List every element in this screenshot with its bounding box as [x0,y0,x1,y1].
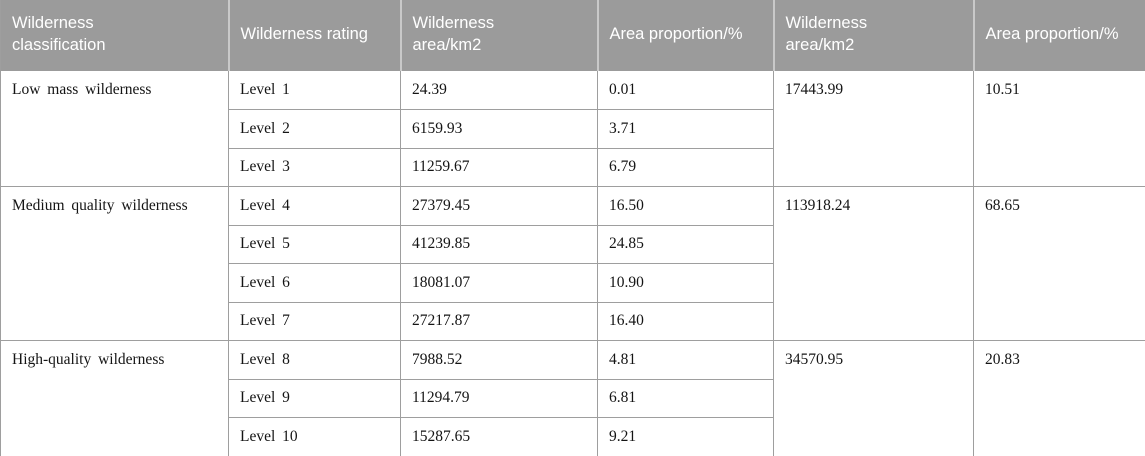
cell-proportion: 0.01 [597,71,774,110]
cell-proportion: 6.81 [597,378,774,418]
header-label: Wilderness classification [12,14,106,54]
table-row: Level 2 6159.93 3.71 [1,109,1145,149]
cell-area: 7988.52 [400,340,598,380]
cell-area: 27379.45 [400,186,598,226]
cell-proportion: 6.79 [597,147,774,187]
cell-area: 41239.85 [400,224,598,264]
column-header-total-area-proportion: Area proportion/% [972,0,1145,71]
cell-rating: Level 3 [228,147,401,187]
table-row: Low mass wilderness Level 1 24.39 0.01 1… [0,71,1145,187]
table-row: Level 5 41239.85 24.85 [1,224,1145,264]
cell-proportion: 10.90 [597,263,774,303]
header-label: Wilderness area/km2 [785,14,868,54]
column-header-wilderness-rating: Wilderness rating [227,0,401,71]
table-body: Low mass wilderness Level 1 24.39 0.01 1… [0,71,1145,456]
column-header-area-proportion: Area proportion/% [596,0,774,71]
cell-proportion: 4.81 [597,340,774,380]
cell-total-area: 113918.24 [773,186,974,341]
column-header-wilderness-classification: Wilderness classification [0,0,229,71]
table-row: Level 10 15287.65 9.21 [1,417,1145,456]
header-label: Wilderness area/km2 [412,14,495,54]
cell-area: 15287.65 [400,417,598,456]
cell-proportion: 3.71 [597,109,774,149]
column-header-wilderness-area: Wilderness area/km2 [399,0,598,71]
cell-classification: Low mass wilderness [0,71,229,187]
cell-area: 11294.79 [400,378,598,418]
cell-total-proportion: 10.51 [973,71,1145,187]
cell-classification: High-quality wilderness [0,340,229,456]
table-row: Medium quality wilderness Level 4 27379.… [0,186,1145,341]
cell-proportion: 24.85 [597,224,774,264]
cell-proportion: 9.21 [597,417,774,456]
cell-total-proportion: 68.65 [973,186,1145,341]
cell-total-area: 34570.95 [773,340,974,456]
header-label: Wilderness rating [240,24,368,43]
cell-area: 18081.07 [400,263,598,303]
header-row: Wilderness classification Wilderness rat… [0,0,1145,71]
cell-rating: Level 10 [228,417,401,456]
cell-area: 6159.93 [400,109,598,149]
table-row: Level 7 27217.87 16.40 [1,301,1145,341]
cell-rating: Level 7 [228,301,401,341]
cell-area: 24.39 [400,71,598,110]
table-row: Level 6 18081.07 10.90 [1,263,1145,303]
table-header: Wilderness classification Wilderness rat… [0,0,1145,71]
cell-rating: Level 2 [228,109,401,149]
cell-area: 11259.67 [400,147,598,187]
cell-total-proportion: 20.83 [973,340,1145,456]
cell-rating: Level 5 [228,224,401,264]
column-header-total-wilderness-area: Wilderness area/km2 [772,0,974,71]
table-row: High-quality wilderness Level 8 7988.52 … [0,340,1145,456]
cell-rating: Level 6 [228,263,401,303]
cell-total-area: 17443.99 [773,71,974,187]
cell-rating: Level 9 [228,378,401,418]
cell-rating: Level 4 [228,186,401,226]
header-label: Area proportion/% [609,24,743,43]
cell-classification: Medium quality wilderness [0,186,229,341]
cell-rating: Level 8 [228,340,401,380]
header-label: Area proportion/% [985,24,1119,43]
cell-proportion: 16.40 [597,301,774,341]
cell-proportion: 16.50 [597,186,774,226]
cell-rating: Level 1 [228,71,401,110]
cell-area: 27217.87 [400,301,598,341]
table-row: Level 3 11259.67 6.79 [1,147,1145,187]
